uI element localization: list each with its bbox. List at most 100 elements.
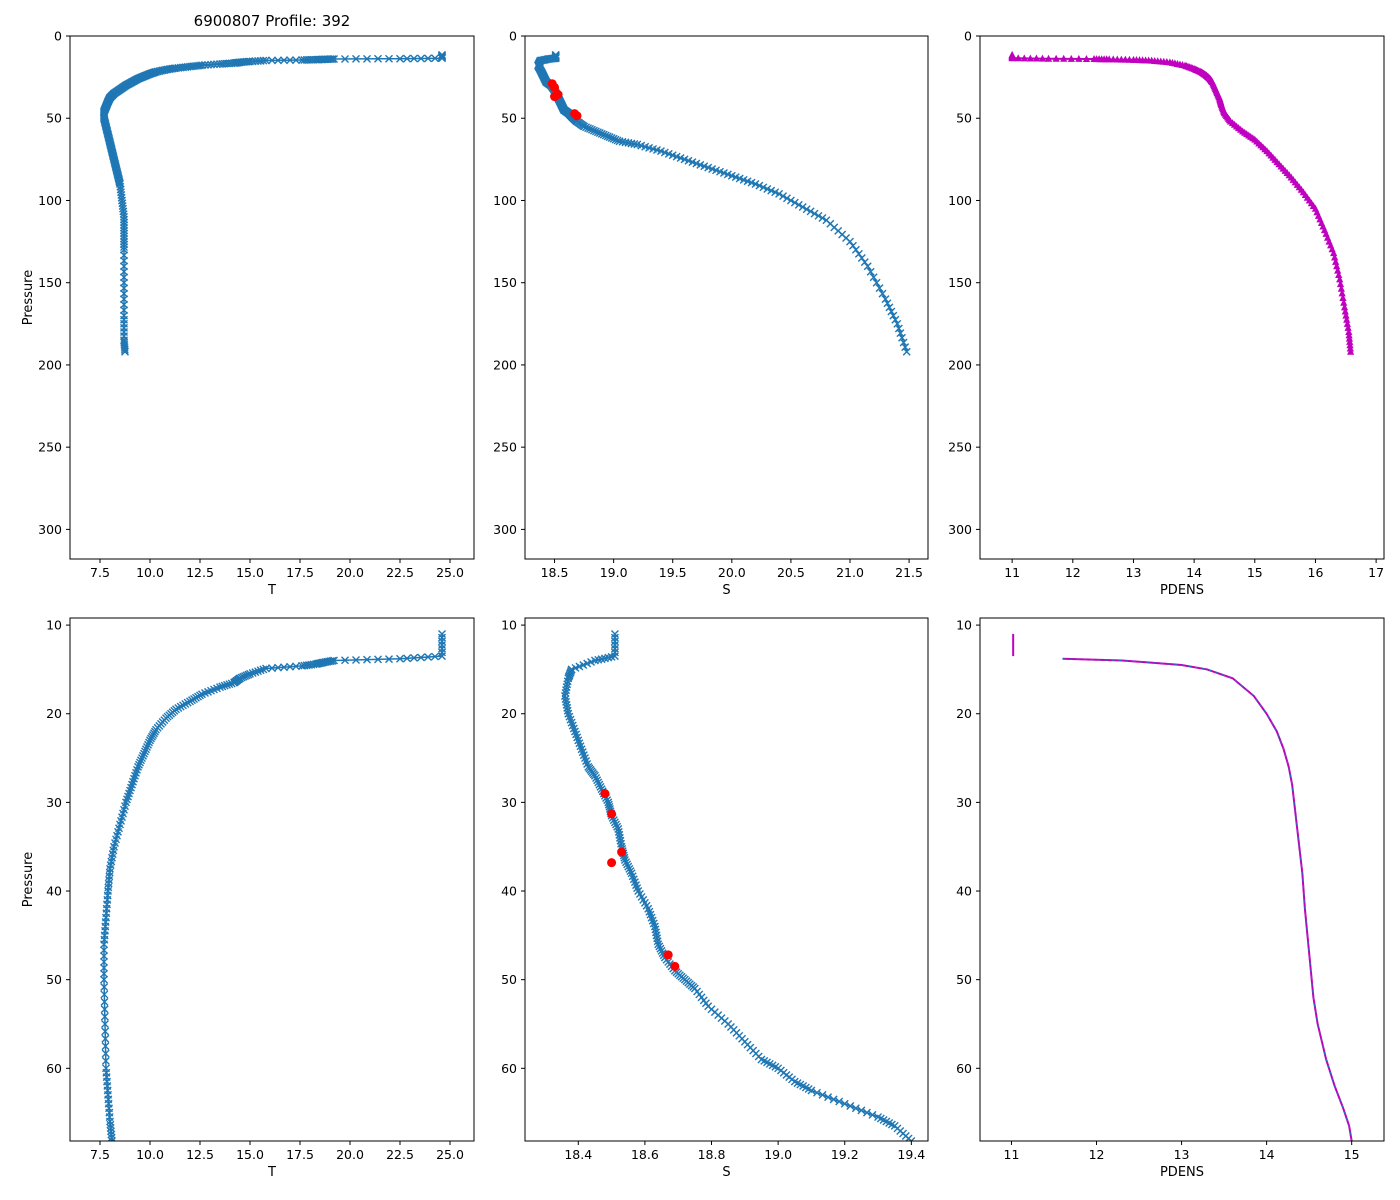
data-point-x [593, 776, 602, 785]
data-point-x [363, 655, 371, 664]
data-point-x [136, 758, 144, 767]
data-point-triangle [1343, 319, 1352, 327]
data-point-x [616, 836, 625, 845]
data-point-x [840, 1099, 849, 1108]
data-point-x [562, 683, 571, 692]
plot-area-p1 [100, 50, 446, 356]
data-point-x [868, 1110, 877, 1119]
data-point-x [146, 736, 154, 745]
data-point-x [894, 324, 903, 333]
data-point-triangle [1052, 54, 1060, 62]
y-tick-label: 60 [956, 1061, 972, 1076]
data-point-triangle [1331, 253, 1339, 261]
data-point-x [186, 697, 194, 706]
y-tick-label: 150 [948, 275, 972, 290]
data-point-x [630, 140, 639, 148]
data-point-x [824, 1093, 833, 1102]
x-axis-label: PDENS [1160, 583, 1204, 598]
y-tick-label: 50 [956, 111, 972, 126]
x-axis-label: PDENS [1160, 1165, 1204, 1180]
data-point-x [256, 666, 265, 675]
data-point-triangle [1067, 54, 1075, 62]
data-point-x [262, 664, 270, 673]
x-tick-label: 11 [1004, 1147, 1020, 1162]
data-point-x [806, 207, 815, 216]
data-point-x [280, 56, 288, 65]
y-tick-label: 50 [46, 111, 62, 126]
data-point-triangle [1346, 341, 1354, 349]
data-point-x [807, 1086, 816, 1095]
data-point-x [626, 867, 635, 876]
data-point-x [438, 54, 446, 63]
data-point-x [300, 661, 309, 670]
y-tick-label: 50 [501, 111, 517, 126]
data-point-x [100, 969, 108, 978]
flagged-point [550, 92, 560, 102]
data-point-x [230, 678, 238, 687]
axes-frame [979, 617, 1385, 1142]
data-point-x [907, 1137, 916, 1141]
data-point-x [410, 653, 418, 662]
subplot-p5: 18.4 18.6 18.8 19.0 19.2 19.4 10 20 30 40 50 60 S [501, 617, 929, 1180]
data-point-x [596, 782, 605, 791]
data-point-x [108, 1137, 116, 1141]
data-point-x [562, 686, 571, 695]
x-tick-label: 15.0 [236, 565, 264, 580]
data-point-x [292, 56, 300, 65]
data-point-x [857, 1106, 866, 1115]
data-point-x [403, 54, 411, 63]
flagged-point [607, 809, 617, 819]
data-point-triangle [1333, 262, 1341, 270]
x-tick-label: 12.5 [186, 1147, 214, 1162]
data-point-x [563, 680, 572, 689]
data-point-x [875, 284, 884, 293]
data-point-x [814, 211, 823, 220]
axes-frame [69, 35, 475, 560]
data-point-x [227, 679, 236, 688]
y-tick-label: 300 [38, 522, 62, 537]
x-tick-label: 22.5 [386, 565, 414, 580]
data-point-triangle [1344, 323, 1352, 331]
data-point-x [100, 952, 108, 961]
flagged-point [572, 111, 582, 121]
data-point-x [561, 694, 570, 703]
data-point-triangle [1060, 54, 1068, 62]
data-point-x [829, 1095, 838, 1104]
data-point-x [590, 771, 599, 780]
data-point-triangle [1014, 54, 1022, 62]
y-tick-label: 250 [948, 440, 972, 455]
data-point-x [424, 653, 432, 661]
x-tick-label: 16 [1308, 565, 1324, 580]
axes-frame [524, 35, 929, 560]
y-tick-label: 50 [956, 972, 972, 987]
data-point-x [417, 653, 425, 662]
data-point-x [140, 749, 148, 758]
data-point-x [563, 677, 572, 686]
data-point-x [615, 137, 624, 146]
y-tick-label: 40 [46, 884, 62, 899]
x-tick-label: 25.0 [436, 565, 464, 580]
data-point-x [898, 333, 906, 342]
data-point-x [657, 946, 666, 955]
data-point-x [563, 706, 572, 715]
data-point-x [862, 1108, 871, 1117]
y-tick-label: 0 [964, 29, 972, 44]
y-tick-label: 20 [46, 706, 62, 721]
data-point-x [622, 858, 631, 867]
data-point-x [101, 1034, 110, 1043]
data-point-x [176, 702, 185, 711]
data-point-x [225, 680, 234, 689]
data-point-x [623, 860, 632, 869]
x-tick-label: 20.0 [336, 565, 364, 580]
data-point-triangle [1337, 284, 1345, 292]
x-tick-label: 20.5 [777, 565, 805, 580]
data-point-triangle [1346, 337, 1354, 345]
y-tick-label: 30 [46, 795, 62, 810]
data-point-triangle [1343, 315, 1351, 323]
data-point-x [878, 289, 887, 298]
x-tick-label: 19.0 [764, 1147, 792, 1162]
data-point-triangle [1008, 54, 1016, 62]
data-point-x [621, 138, 630, 147]
data-point-x [613, 136, 622, 145]
